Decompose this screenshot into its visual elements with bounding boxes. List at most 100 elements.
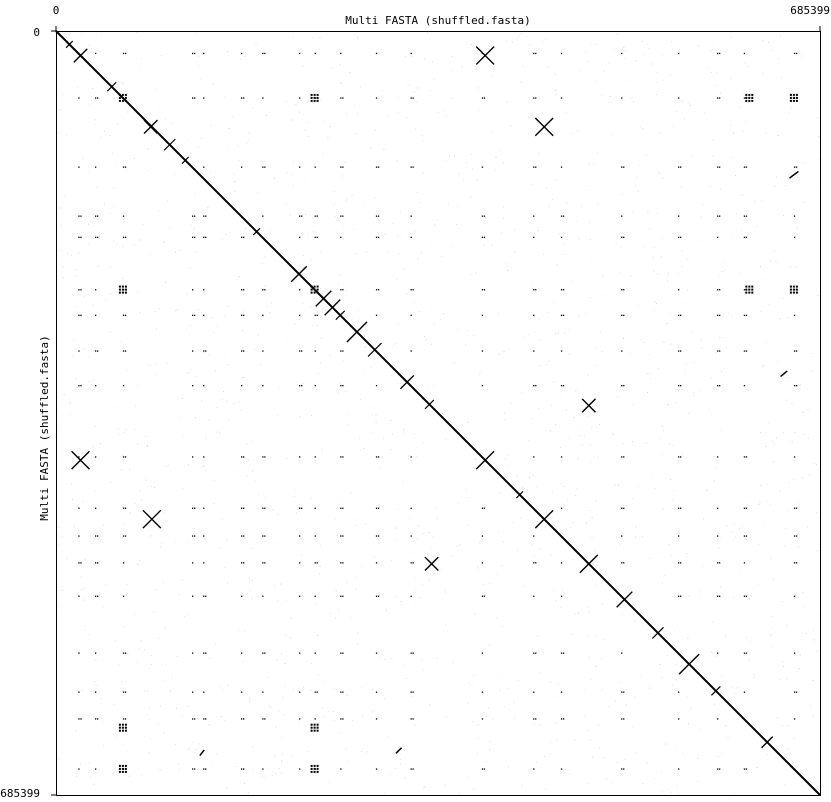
repeat-dot — [533, 718, 535, 720]
noise-dot — [112, 773, 114, 775]
noise-dot — [813, 463, 815, 465]
repeat-dot — [412, 691, 414, 693]
noise-dot — [451, 56, 453, 58]
strong-repeat-dot — [792, 99, 795, 102]
repeat-dot — [301, 385, 303, 387]
noise-dot — [338, 690, 340, 692]
noise-dot — [598, 424, 600, 425]
repeat-dot — [241, 456, 243, 458]
repeat-dot — [743, 52, 746, 55]
noise-dot — [122, 454, 124, 456]
noise-dot — [661, 454, 663, 456]
noise-dot — [320, 99, 322, 101]
noise-dot — [311, 325, 313, 327]
noise-dot — [803, 202, 805, 204]
noise-dot — [596, 584, 597, 586]
noise-dot — [181, 715, 183, 717]
noise-dot — [421, 134, 423, 136]
noise-dot — [721, 370, 723, 372]
strong-repeat-dot — [795, 93, 798, 96]
noise-dot — [613, 434, 614, 436]
noise-dot — [416, 456, 418, 458]
noise-dot — [754, 201, 756, 203]
strong-repeat-dot — [313, 291, 316, 294]
repeat-dot — [340, 385, 342, 387]
repeat-dot — [314, 718, 316, 720]
noise-dot — [339, 274, 341, 276]
noise-dot — [503, 206, 505, 208]
repeat-dot — [793, 215, 796, 217]
repeat-dot — [80, 718, 82, 720]
noise-dot — [182, 488, 184, 490]
noise-dot — [92, 380, 94, 382]
noise-dot — [657, 81, 659, 83]
repeat-dot — [533, 562, 535, 564]
noise-dot — [588, 61, 589, 63]
noise-dot — [410, 55, 412, 57]
noise-dot — [682, 302, 684, 304]
repeat-dot — [262, 652, 264, 654]
noise-dot — [438, 552, 440, 554]
noise-dot — [561, 394, 563, 396]
noise-dot — [537, 635, 539, 637]
noise-dot — [429, 305, 431, 307]
noise-dot — [568, 353, 570, 355]
noise-dot — [587, 186, 589, 188]
noise-dot — [243, 294, 244, 296]
noise-dot — [758, 731, 760, 733]
noise-dot — [798, 668, 800, 670]
noise-dot — [795, 592, 797, 594]
noise-dot — [240, 409, 242, 411]
noise-dot — [355, 576, 357, 578]
noise-dot — [601, 658, 603, 660]
noise-dot — [94, 490, 96, 492]
noise-dot — [144, 649, 145, 651]
noise-dot — [394, 343, 396, 345]
repeat-dot — [678, 535, 680, 537]
noise-dot — [495, 169, 497, 171]
repeat-dot — [481, 507, 484, 509]
noise-dot — [122, 277, 124, 279]
noise-dot — [318, 649, 320, 651]
noise-dot — [786, 399, 788, 401]
noise-dot — [615, 242, 617, 244]
noise-dot — [266, 115, 267, 116]
noise-dot — [243, 377, 245, 378]
repeat-dot — [375, 97, 378, 99]
noise-dot — [488, 54, 490, 56]
noise-dot — [126, 583, 128, 585]
noise-dot — [554, 73, 556, 75]
noise-dot — [80, 589, 82, 591]
noise-dot — [617, 396, 619, 398]
noise-dot — [723, 261, 724, 263]
noise-dot — [667, 275, 669, 277]
noise-dot — [770, 557, 772, 559]
noise-dot — [563, 486, 565, 488]
noise-dot — [742, 194, 743, 196]
noise-dot — [113, 205, 115, 207]
noise-dot — [67, 253, 69, 255]
noise-dot — [657, 273, 659, 275]
noise-dot — [193, 232, 195, 234]
noise-dot — [204, 767, 206, 769]
noise-dot — [565, 409, 567, 411]
noise-dot — [221, 398, 223, 400]
noise-dot — [508, 348, 509, 350]
repeat-dot — [680, 314, 682, 316]
noise-dot — [799, 384, 801, 386]
noise-dot — [625, 704, 627, 706]
noise-dot — [205, 470, 207, 472]
noise-dot — [595, 500, 597, 502]
repeat-dot — [560, 768, 563, 770]
repeat-dot — [95, 350, 97, 352]
diagonal-tick — [515, 490, 524, 499]
repeat-dot — [241, 52, 243, 55]
repeat-dot — [203, 385, 205, 387]
diagonal-tick — [711, 686, 721, 696]
noise-dot — [578, 612, 579, 614]
noise-dot — [228, 195, 230, 197]
noise-dot — [517, 550, 519, 551]
strong-repeat-dot — [121, 764, 124, 767]
repeat-dot — [192, 97, 194, 99]
noise-dot — [185, 231, 187, 233]
